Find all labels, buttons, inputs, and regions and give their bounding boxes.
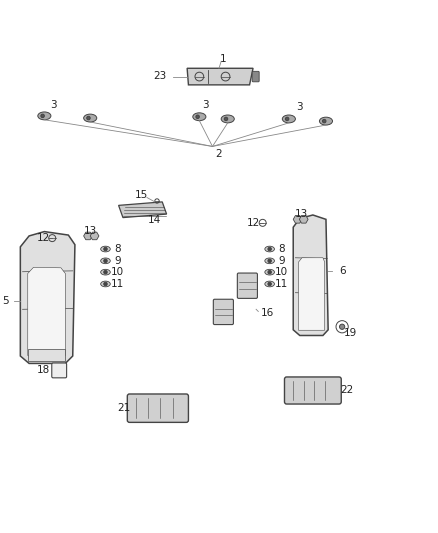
Text: 19: 19	[344, 328, 357, 338]
Text: 10: 10	[276, 267, 289, 277]
Polygon shape	[293, 215, 328, 335]
Polygon shape	[90, 232, 99, 240]
Circle shape	[104, 247, 107, 251]
Circle shape	[224, 117, 228, 120]
FancyBboxPatch shape	[237, 273, 258, 298]
Ellipse shape	[265, 281, 275, 287]
Text: 8: 8	[279, 244, 285, 254]
Text: 16: 16	[261, 308, 275, 318]
Text: 13: 13	[84, 225, 97, 236]
Ellipse shape	[101, 269, 110, 275]
Circle shape	[268, 259, 272, 263]
Text: 3: 3	[297, 102, 303, 112]
Polygon shape	[293, 215, 302, 223]
Text: 13: 13	[294, 209, 308, 219]
Text: 15: 15	[134, 190, 148, 200]
Circle shape	[339, 324, 345, 329]
Text: 23: 23	[153, 71, 167, 80]
Polygon shape	[20, 231, 75, 364]
Ellipse shape	[101, 258, 110, 264]
Ellipse shape	[101, 281, 110, 287]
Circle shape	[286, 117, 289, 120]
Text: 5: 5	[2, 296, 8, 306]
Ellipse shape	[265, 246, 275, 252]
Polygon shape	[119, 202, 166, 217]
Polygon shape	[84, 232, 92, 240]
Ellipse shape	[265, 258, 275, 264]
Ellipse shape	[283, 115, 295, 123]
Text: 3: 3	[203, 100, 209, 110]
FancyBboxPatch shape	[213, 299, 233, 325]
Text: 12: 12	[247, 218, 261, 228]
Circle shape	[196, 115, 199, 118]
Text: 9: 9	[279, 256, 285, 266]
Circle shape	[268, 282, 272, 286]
Circle shape	[41, 114, 44, 118]
FancyBboxPatch shape	[127, 394, 188, 422]
Polygon shape	[298, 258, 325, 330]
FancyBboxPatch shape	[252, 71, 259, 82]
Text: 9: 9	[114, 256, 121, 266]
Polygon shape	[299, 215, 308, 223]
Text: 10: 10	[111, 267, 124, 277]
Text: 6: 6	[339, 266, 346, 276]
Ellipse shape	[265, 269, 275, 275]
Text: 12: 12	[37, 233, 50, 243]
Circle shape	[268, 247, 272, 251]
Text: 11: 11	[275, 279, 289, 289]
Circle shape	[87, 116, 90, 120]
Ellipse shape	[221, 115, 234, 123]
Text: 11: 11	[111, 279, 124, 289]
Circle shape	[322, 119, 326, 123]
Ellipse shape	[38, 112, 51, 120]
Circle shape	[104, 270, 107, 274]
Text: 14: 14	[148, 215, 161, 225]
Circle shape	[268, 270, 272, 274]
Polygon shape	[28, 349, 65, 361]
Circle shape	[104, 282, 107, 286]
Text: 2: 2	[215, 149, 223, 159]
Text: 3: 3	[50, 100, 57, 110]
Ellipse shape	[319, 117, 332, 125]
Text: 1: 1	[220, 54, 227, 63]
Text: 21: 21	[118, 403, 131, 413]
Circle shape	[104, 259, 107, 263]
Polygon shape	[28, 268, 65, 356]
Ellipse shape	[84, 114, 97, 122]
FancyBboxPatch shape	[285, 377, 341, 404]
Text: 8: 8	[114, 244, 121, 254]
Text: 22: 22	[340, 385, 353, 395]
Polygon shape	[187, 68, 253, 85]
FancyBboxPatch shape	[52, 363, 67, 378]
Text: 18: 18	[37, 366, 50, 375]
Ellipse shape	[101, 246, 110, 252]
Ellipse shape	[193, 113, 206, 120]
